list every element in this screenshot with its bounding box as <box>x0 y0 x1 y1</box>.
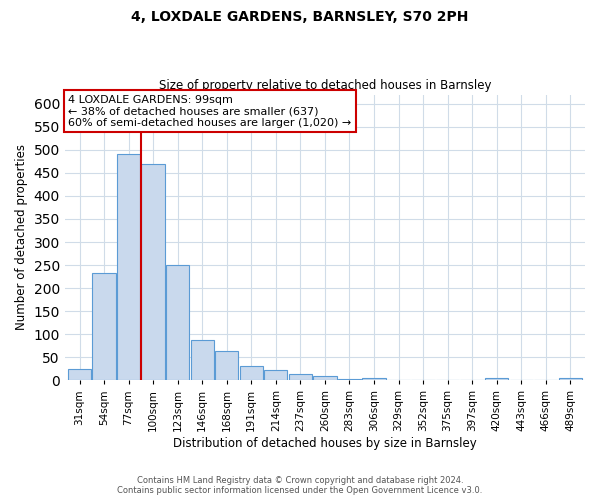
X-axis label: Distribution of detached houses by size in Barnsley: Distribution of detached houses by size … <box>173 437 477 450</box>
Bar <box>362 378 386 380</box>
Bar <box>215 352 238 380</box>
Bar <box>313 376 337 380</box>
Bar <box>485 378 508 380</box>
Bar <box>68 369 91 380</box>
Bar <box>142 164 165 380</box>
Bar <box>239 366 263 380</box>
Bar <box>166 265 190 380</box>
Bar <box>264 370 287 380</box>
Title: Size of property relative to detached houses in Barnsley: Size of property relative to detached ho… <box>158 79 491 92</box>
Text: Contains HM Land Registry data © Crown copyright and database right 2024.
Contai: Contains HM Land Registry data © Crown c… <box>118 476 482 495</box>
Bar <box>191 340 214 380</box>
Text: 4, LOXDALE GARDENS, BARNSLEY, S70 2PH: 4, LOXDALE GARDENS, BARNSLEY, S70 2PH <box>131 10 469 24</box>
Text: 4 LOXDALE GARDENS: 99sqm
← 38% of detached houses are smaller (637)
60% of semi-: 4 LOXDALE GARDENS: 99sqm ← 38% of detach… <box>68 94 352 128</box>
Bar <box>338 379 361 380</box>
Y-axis label: Number of detached properties: Number of detached properties <box>15 144 28 330</box>
Bar <box>92 273 116 380</box>
Bar <box>559 378 582 380</box>
Bar <box>289 374 312 380</box>
Bar <box>117 154 140 380</box>
